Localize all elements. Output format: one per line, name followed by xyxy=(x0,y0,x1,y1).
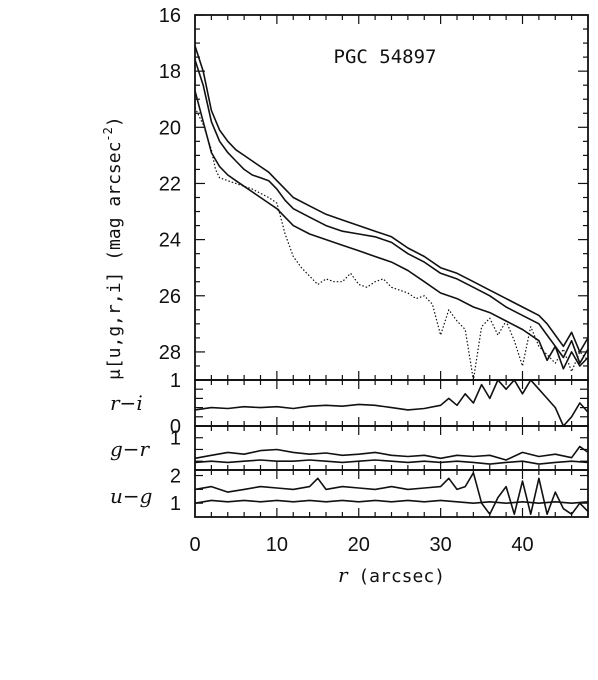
y-tick-label-ri: 1 xyxy=(170,370,181,392)
ug-series-1 xyxy=(194,499,589,505)
x-axis-var: r xyxy=(338,563,349,587)
x-tick-label: 30 xyxy=(430,534,452,556)
gr-axis-label: g−r xyxy=(110,437,151,461)
mu-series-2 xyxy=(194,59,589,365)
gr-series-1 xyxy=(194,459,589,465)
x-tick-label: 10 xyxy=(266,534,288,556)
y-axis-title-sup: -2 xyxy=(101,127,115,141)
x-tick-label: 20 xyxy=(348,534,370,556)
y-tick-label-main: 26 xyxy=(159,286,181,308)
panel-frame-ri xyxy=(194,379,589,427)
y-axis-title-main: μ[u,g,r,i] (mag arcsec xyxy=(104,142,125,380)
mu-series-3 xyxy=(194,45,589,353)
y-tick-label-ug: 1 xyxy=(170,493,181,515)
panel-frame-main xyxy=(194,14,589,381)
chart-title: PGC 54897 xyxy=(334,46,437,68)
panel-frame-gr xyxy=(194,425,589,471)
mu-series-0 xyxy=(194,107,589,381)
mu-series-1 xyxy=(194,90,589,370)
y-tick-label-gr: 1 xyxy=(170,428,181,450)
ug-series-0 xyxy=(194,471,589,516)
y-axis-title: μ[u,g,r,i] (mag arcsec-2) xyxy=(101,116,125,380)
y-tick-label-ri: 0 xyxy=(170,416,181,438)
y-tick-label-ug: 2 xyxy=(170,466,181,488)
ug-axis-label: u−g xyxy=(110,484,152,508)
y-tick-label-main: 20 xyxy=(159,117,181,139)
gr-series-0 xyxy=(194,445,589,461)
x-tick-label: 40 xyxy=(511,534,533,556)
y-tick-label-main: 18 xyxy=(159,61,181,83)
y-tick-label-main: 16 xyxy=(159,5,181,27)
x-axis-title: r (arcsec) xyxy=(338,563,445,587)
y-tick-label-main: 28 xyxy=(159,342,181,364)
y-tick-label-main: 24 xyxy=(159,230,181,252)
ri-series xyxy=(194,379,589,427)
x-tick-label: 0 xyxy=(189,534,200,556)
y-tick-label-main: 22 xyxy=(159,173,181,195)
ri-axis-label: r−i xyxy=(110,391,143,415)
y-axis-title-close: ) xyxy=(104,116,125,127)
x-axis-unit: (arcsec) xyxy=(348,566,446,587)
